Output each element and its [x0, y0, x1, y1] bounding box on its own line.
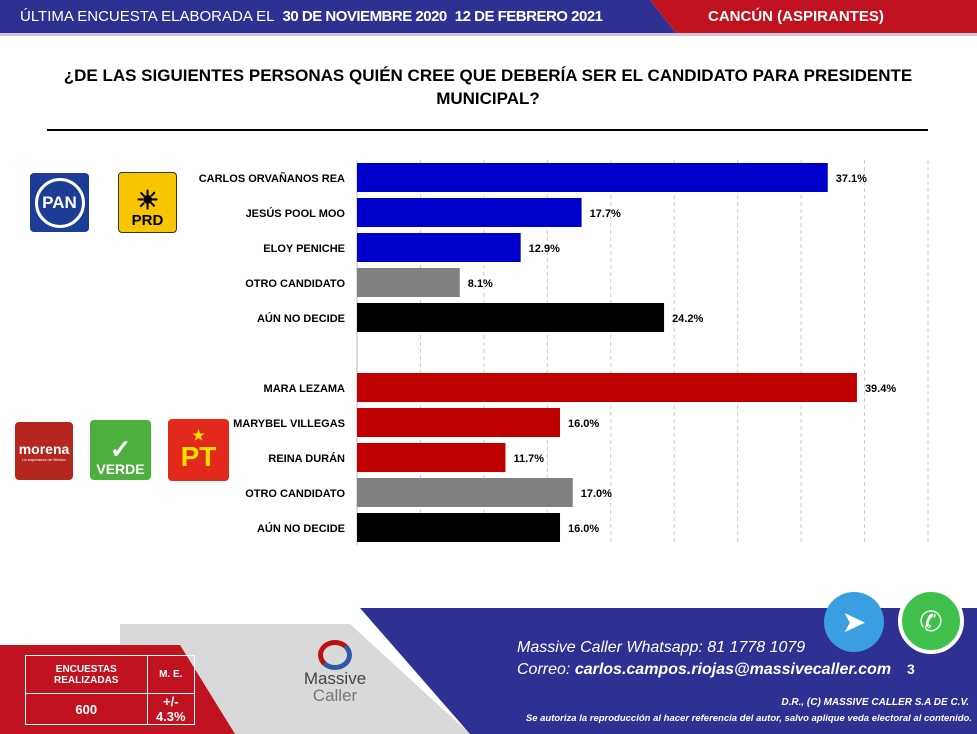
pt-logo-text: PT — [180, 441, 217, 472]
prd-logo-text: PRD — [131, 212, 164, 229]
bar — [357, 443, 506, 472]
whatsapp-label: Massive Caller Whatsapp: — [517, 639, 703, 656]
pan-logo: PAN — [30, 173, 89, 232]
bar — [357, 163, 828, 192]
sun-icon: ☀ — [135, 185, 160, 215]
bar — [357, 198, 582, 227]
bar — [357, 478, 573, 507]
morena-logo: morena La esperanza de México — [15, 422, 73, 480]
category-label: OTRO CANDIDATO — [245, 278, 345, 290]
data-label: 12.9% — [529, 243, 560, 255]
data-label: 37.1% — [836, 173, 867, 185]
data-label: 17.0% — [581, 488, 612, 500]
surveys-header: ENCUESTAS REALIZADAS — [25, 655, 148, 694]
data-label: 24.2% — [672, 313, 703, 325]
survey-info-table: ENCUESTAS REALIZADAS M. E. 600 +/- 4.3% — [25, 655, 196, 725]
data-label: 17.7% — [590, 208, 621, 220]
margin-value: +/- 4.3% — [146, 693, 196, 725]
massive-caller-logo: Massive Caller — [295, 640, 375, 704]
header-banner — [0, 0, 977, 36]
title-divider — [47, 129, 928, 131]
data-label: 16.0% — [568, 523, 599, 535]
verde-logo: ✓ VERDE — [90, 420, 151, 480]
category-label: AÚN NO DECIDE — [257, 522, 345, 535]
email-line: Correo: carlos.campos.riojas@massivecall… — [517, 661, 891, 679]
region-label: CANCÚN (ASPIRANTES) — [708, 8, 884, 25]
verde-logo-text: VERDE — [96, 461, 145, 477]
data-label: 39.4% — [865, 383, 896, 395]
bar — [357, 233, 521, 262]
whatsapp-number: 81 1778 1079 — [707, 639, 806, 656]
whatsapp-line: Massive Caller Whatsapp: 81 1778 1079 — [517, 639, 805, 657]
data-label: 8.1% — [468, 278, 493, 290]
morena-logo-text: morena — [18, 440, 70, 457]
morena-logo-subtitle: La esperanza de México — [22, 456, 66, 462]
bar — [357, 513, 561, 542]
category-label: AÚN NO DECIDE — [257, 312, 345, 325]
bar — [357, 373, 857, 402]
brand-line-2: Caller — [312, 686, 358, 705]
telegram-icon[interactable]: ➤ — [824, 592, 884, 652]
margin-header: M. E. — [146, 655, 196, 694]
page-number: 3 — [907, 661, 915, 677]
pan-logo-text: PAN — [34, 177, 85, 228]
survey-label: ÚLTIMA ENCUESTA ELABORADA EL — [20, 8, 275, 25]
category-label: OTRO CANDIDATO — [245, 488, 345, 500]
disclaimer: Se autoriza la reproducción al hacer ref… — [525, 713, 972, 724]
survey-date: ÚLTIMA ENCUESTA ELABORADA EL 30 DE NOVIE… — [20, 8, 603, 25]
category-label: ELOY PENICHE — [263, 243, 345, 255]
surveys-value: 600 — [25, 693, 148, 725]
email-link[interactable]: carlos.campos.riojas@massivecaller.com — [574, 661, 892, 678]
category-label: CARLOS ORVAÑANOS REA — [199, 172, 345, 185]
bar — [357, 268, 460, 297]
email-label: Correo: — [517, 661, 571, 678]
pt-logo: ★ PT — [168, 419, 229, 481]
category-label: MARYBEL VILLEGAS — [233, 418, 345, 430]
category-label: REINA DURÁN — [268, 452, 345, 465]
survey-date-a: 30 DE NOVIEMBRE 2020 — [282, 8, 448, 25]
brand-line-1: Massive — [303, 669, 367, 688]
survey-date-b: 12 DE FEBRERO 2021 — [454, 8, 603, 25]
data-label: 11.7% — [513, 453, 544, 465]
star-icon: ★ — [192, 427, 205, 443]
chat-bubbles-icon — [318, 640, 352, 670]
bar-chart: CARLOS ORVAÑANOS REA 37.1% JESÚS POOL MOO 1… — [199, 160, 929, 545]
prd-logo: ☀ PRD — [118, 172, 177, 233]
category-label: JESÚS POOL MOO — [246, 207, 346, 220]
check-icon: ✓ — [109, 434, 132, 464]
data-label: 16.0% — [568, 418, 599, 430]
page-title: ¿DE LAS SIGUIENTES PERSONAS QUIÉN CREE Q… — [63, 66, 913, 108]
whatsapp-icon[interactable]: ✆ — [898, 588, 964, 654]
bar — [357, 408, 561, 437]
category-label: MARA LEZAMA — [264, 383, 346, 395]
bar — [357, 303, 665, 332]
copyright: D.R., (C) MASSIVE CALLER S.A DE C.V. — [781, 697, 969, 708]
